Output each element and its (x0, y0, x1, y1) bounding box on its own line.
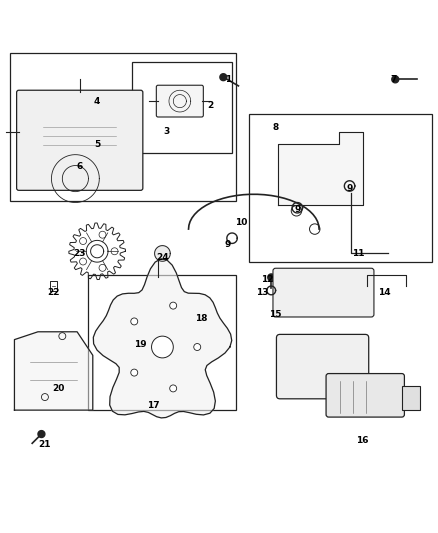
Bar (402, 386, 420, 410)
Bar (88, 275, 237, 410)
FancyBboxPatch shape (156, 85, 203, 117)
Polygon shape (93, 259, 232, 418)
Polygon shape (14, 332, 93, 410)
Circle shape (99, 231, 106, 238)
FancyBboxPatch shape (273, 268, 374, 317)
Text: 21: 21 (39, 440, 51, 449)
Text: 5: 5 (94, 140, 100, 149)
FancyBboxPatch shape (326, 374, 404, 417)
Text: 9: 9 (294, 205, 300, 214)
Text: 14: 14 (378, 288, 391, 297)
Text: 19: 19 (134, 341, 147, 349)
Text: 24: 24 (156, 253, 169, 262)
Polygon shape (268, 274, 275, 281)
Circle shape (131, 369, 138, 376)
Text: 6: 6 (77, 162, 83, 171)
Circle shape (152, 336, 173, 358)
Polygon shape (392, 76, 399, 83)
Circle shape (80, 258, 87, 265)
Circle shape (111, 248, 118, 255)
Text: 1: 1 (225, 75, 231, 84)
FancyBboxPatch shape (276, 334, 369, 399)
Text: 22: 22 (47, 288, 60, 297)
Text: 3: 3 (164, 127, 170, 136)
Text: 2: 2 (207, 101, 213, 110)
Polygon shape (38, 431, 45, 438)
Text: 7: 7 (390, 75, 396, 84)
Text: 9: 9 (225, 240, 231, 249)
Text: 15: 15 (269, 310, 282, 319)
Text: 13: 13 (256, 288, 269, 297)
Bar (10, 53, 237, 201)
Text: 10: 10 (235, 219, 247, 228)
FancyBboxPatch shape (17, 90, 143, 190)
Bar (132, 62, 232, 154)
Circle shape (131, 318, 138, 325)
Text: 23: 23 (74, 249, 86, 258)
Text: 16: 16 (357, 436, 369, 445)
Polygon shape (278, 132, 364, 205)
Text: 4: 4 (94, 96, 100, 106)
Circle shape (194, 344, 201, 351)
Circle shape (170, 302, 177, 309)
Text: 20: 20 (52, 384, 64, 393)
Text: 8: 8 (272, 123, 279, 132)
Text: 9: 9 (346, 184, 353, 192)
Circle shape (170, 385, 177, 392)
Text: 17: 17 (148, 401, 160, 410)
Text: 12: 12 (261, 275, 273, 284)
Circle shape (99, 264, 106, 271)
Text: 18: 18 (195, 314, 208, 323)
Polygon shape (220, 74, 227, 80)
Circle shape (80, 238, 87, 245)
Text: 11: 11 (352, 249, 364, 258)
Bar (250, 114, 432, 262)
Polygon shape (155, 246, 170, 261)
